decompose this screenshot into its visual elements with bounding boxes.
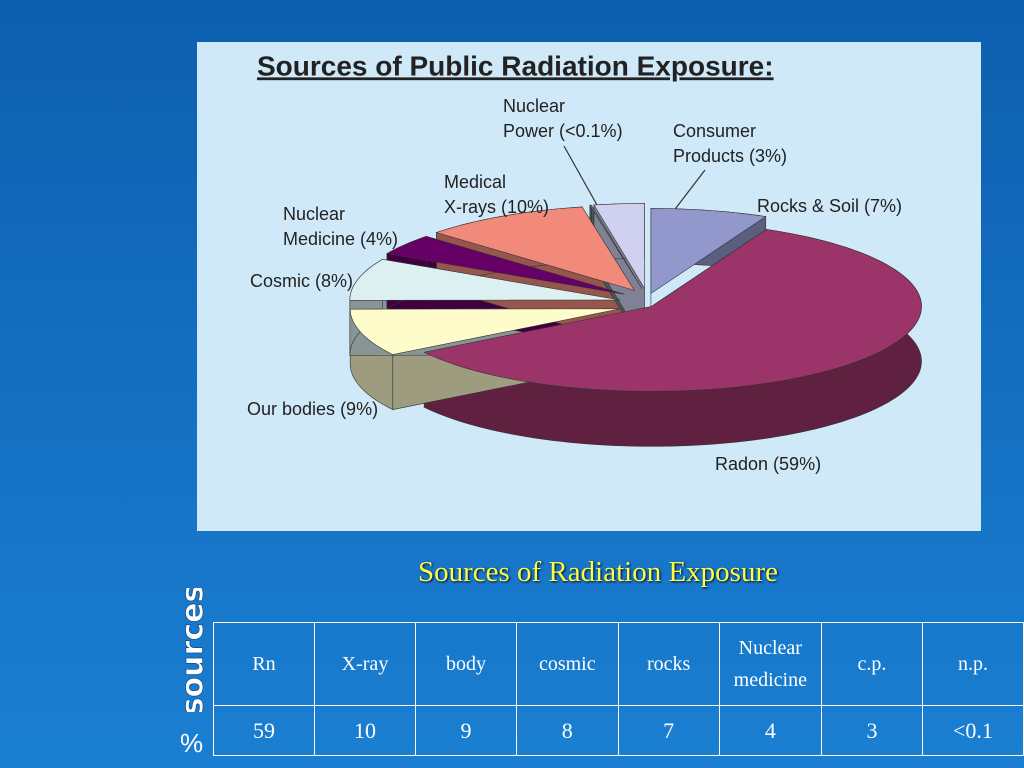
table-cell: 9 <box>415 705 517 756</box>
table-cell: 4 <box>718 705 822 756</box>
table-cell: Rn <box>213 622 315 706</box>
cell-text: body <box>446 653 486 675</box>
table-cell: body <box>415 622 517 706</box>
cell-text: Rn <box>252 653 276 675</box>
slice-label-line: Products <box>673 146 749 166</box>
chart-title: Sources of Public Radiation Exposure: <box>257 50 774 81</box>
slice <box>349 259 620 301</box>
table-cell: 59 <box>213 705 315 756</box>
slice-label-line: Cosmic <box>250 271 315 291</box>
table: Rn X-ray body cosmic rocks Nuclear medicine c.… <box>213 622 1024 756</box>
slice-label: Nuclear Medicine (4%) <box>283 204 398 249</box>
caption: Sources of Radiation Exposure <box>417 556 778 588</box>
slice-value-label: (7%) <box>864 196 902 216</box>
slice-label-line: Medicine <box>283 229 360 249</box>
slice-label-line: Power <box>503 121 559 141</box>
slice-label: Consumer Products (3%) <box>673 121 787 166</box>
slice-label-line: X-rays <box>444 197 501 217</box>
table-cell: 8 <box>516 705 619 756</box>
cell-text: 8 <box>561 717 573 743</box>
slice-value-label: (8%) <box>315 271 353 291</box>
cell-text: 10 <box>354 717 376 743</box>
slice-label-line: Consumer <box>673 121 756 141</box>
cell-text: 4 <box>764 717 776 743</box>
slice-value-label: (59%) <box>773 454 821 474</box>
table-row: Rn X-ray body cosmic rocks Nuclear medicine c.… <box>213 622 1024 706</box>
cell-text: 59 <box>253 717 275 743</box>
cell-text: X-ray <box>341 653 389 675</box>
side-label: sources <box>175 588 211 712</box>
table-cell: n.p. <box>921 622 1024 706</box>
cell-text: c.p. <box>857 653 887 675</box>
cell-text: 3 <box>866 717 878 743</box>
slice-value-label: (10%) <box>501 197 549 217</box>
slice <box>386 236 625 295</box>
side-label-text: sources <box>176 588 211 712</box>
side-label-unit: % <box>180 728 204 758</box>
cell-text: 9 <box>460 717 472 743</box>
slice-value-label: (4%) <box>360 229 398 249</box>
cell-text: <0.1 <box>953 717 993 743</box>
cell-text: Nuclear medicine <box>733 637 807 691</box>
slice-label: Medical X-rays (10%) <box>444 172 549 217</box>
slice <box>650 208 767 295</box>
slice-label: Our bodies (9%) <box>247 399 378 419</box>
table-cell: <0.1 <box>921 705 1024 756</box>
table-cell: Nuclear medicine <box>718 622 822 706</box>
cell-text: rocks <box>646 653 691 675</box>
table-cell: 7 <box>617 705 720 756</box>
slice <box>435 206 636 291</box>
slice-label-line: Medical <box>444 172 506 192</box>
slice-label: Radon (59%) <box>715 454 821 474</box>
table-cell: cosmic <box>516 622 619 706</box>
slice-value-label: (3%) <box>749 146 787 166</box>
chart: Sources of Public Radiation Exposure: Ro… <box>197 42 981 531</box>
table-cell: rocks <box>617 622 720 706</box>
slice <box>589 204 643 289</box>
slice-label-line: Radon <box>715 454 773 474</box>
table-cell: c.p. <box>820 622 923 706</box>
cell-text: 7 <box>663 717 675 743</box>
slice-label-line: Nuclear <box>503 96 565 116</box>
slice-label: Cosmic (8%) <box>250 271 353 291</box>
table-row: 59 10 9 8 7 4 3 <0.1 <box>213 705 1024 756</box>
cell-text: n.p. <box>957 653 988 675</box>
slice-value-label: (9%) <box>340 399 378 419</box>
table-cell: 10 <box>314 705 416 756</box>
slice-label-line: Rocks & Soil <box>757 196 864 216</box>
table-cell: X-ray <box>314 622 416 706</box>
slice-label: Rocks & Soil (7%) <box>757 196 902 216</box>
slice-label: Nuclear Power (<0.1%) <box>503 96 623 141</box>
table-cell: 3 <box>820 705 923 756</box>
slice-label-line: Our bodies <box>247 399 340 419</box>
slice-value-label: (<0.1%) <box>559 121 623 141</box>
slice-label-line: Nuclear <box>283 204 345 224</box>
slice <box>349 308 621 355</box>
slice <box>423 229 922 392</box>
cell-text: cosmic <box>538 653 596 675</box>
slice <box>593 203 645 290</box>
